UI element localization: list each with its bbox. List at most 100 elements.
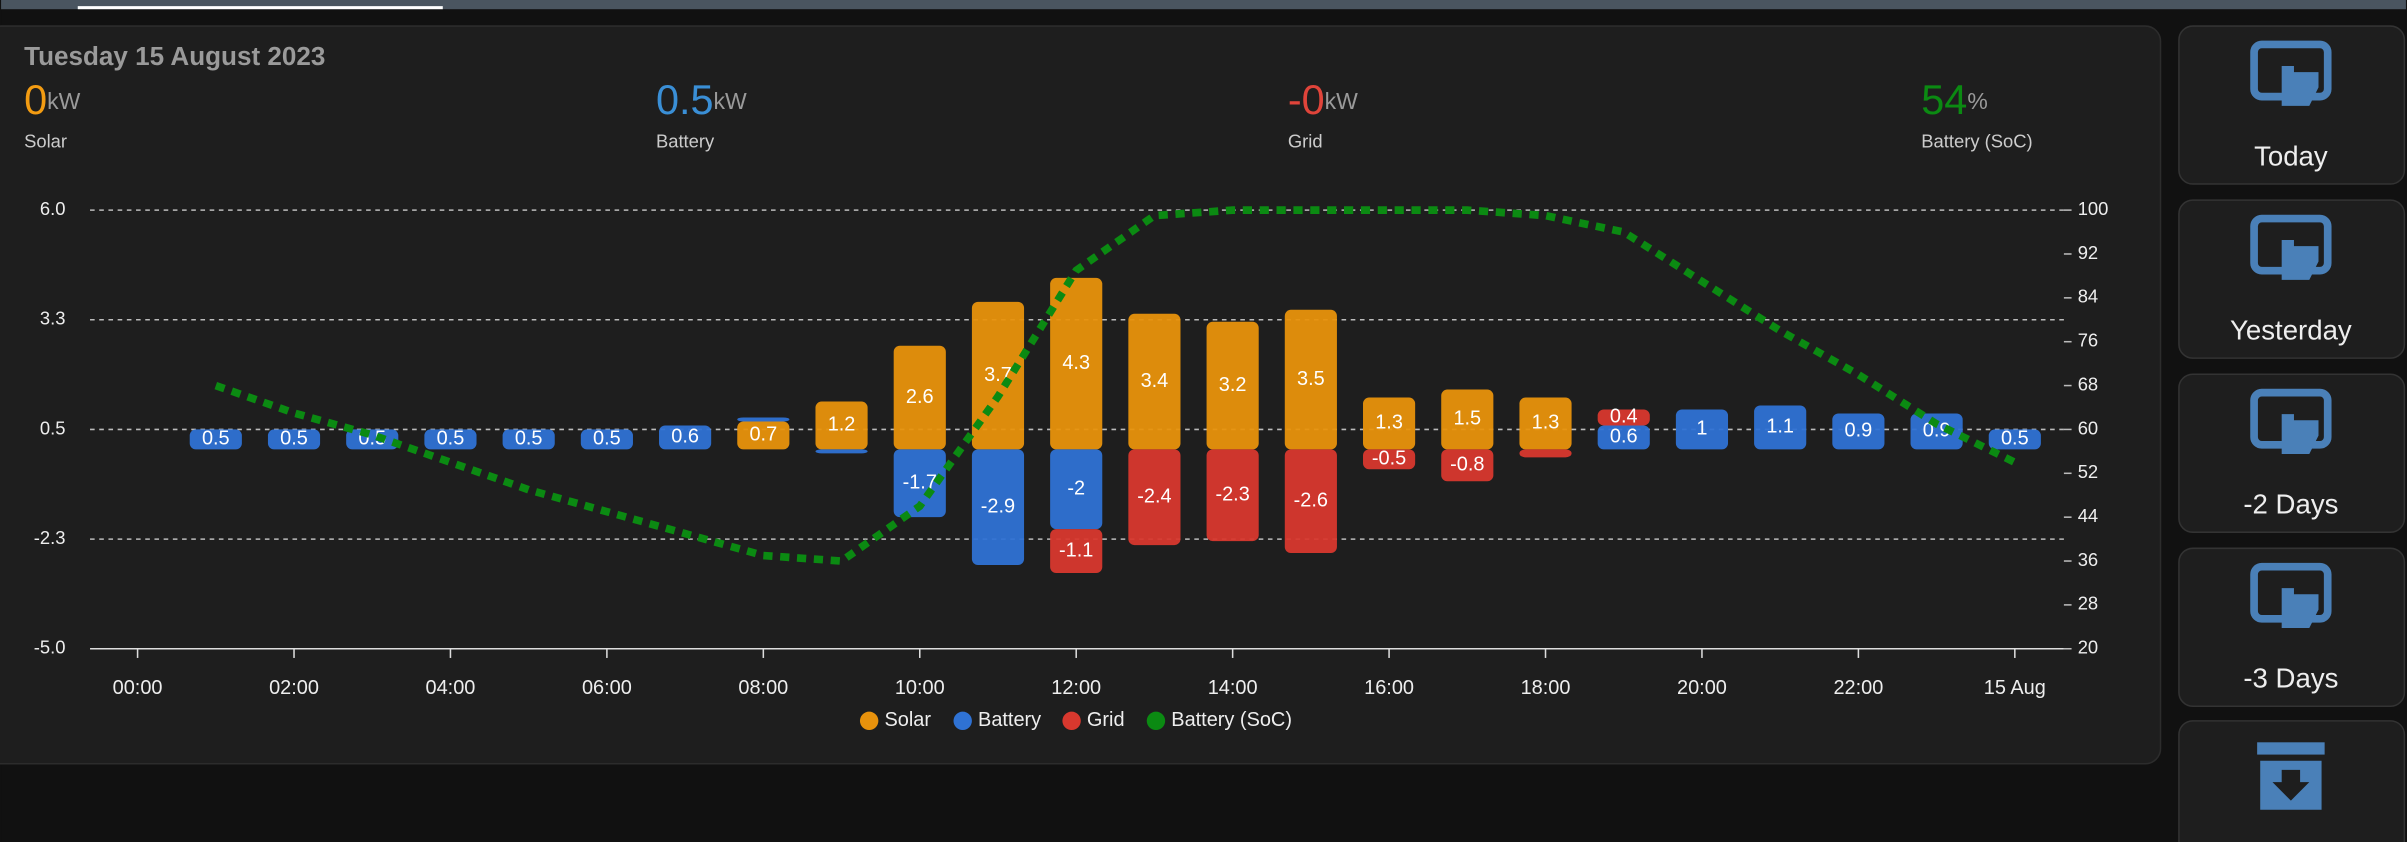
time-button[interactable]: -2 Days — [2178, 373, 2406, 533]
bar — [1050, 277, 1103, 450]
legend-label: Battery (SoC) — [1171, 709, 1292, 731]
x-tick-label: 22:00 — [1833, 677, 1883, 699]
active-tab — [77, 6, 443, 10]
data-label: 0.5 — [515, 428, 543, 450]
bar — [1441, 449, 1494, 482]
bar — [815, 401, 868, 450]
x-tick-label: 20:00 — [1677, 677, 1727, 699]
bar — [1441, 389, 1494, 450]
bar — [1910, 413, 1963, 450]
bar — [1284, 309, 1337, 450]
bar — [893, 449, 946, 518]
bar — [1988, 429, 2041, 450]
data-label: -2 — [1067, 478, 1085, 500]
data-label: 1.3 — [1532, 412, 1560, 434]
x-tick-label: 04:00 — [426, 677, 476, 699]
bar — [1284, 449, 1337, 554]
bar — [424, 429, 477, 450]
bar — [1128, 449, 1181, 546]
archive-button[interactable] — [2178, 720, 2406, 842]
data-label: 0.6 — [671, 426, 699, 448]
x-tick-label: 08:00 — [738, 677, 788, 699]
x-tick-label: 06:00 — [582, 677, 632, 699]
y2-tick-label: 68 — [2078, 373, 2098, 394]
stat-value: -0kW — [1288, 77, 1358, 123]
bar — [502, 429, 555, 450]
bar — [737, 421, 790, 450]
data-label: 1.3 — [1375, 412, 1403, 434]
time-button[interactable]: -3 Days — [2178, 547, 2406, 708]
x-tick-label: 12:00 — [1051, 677, 1101, 699]
stat-label: Battery (SoC) — [1921, 130, 2032, 151]
y2-tick-label: 36 — [2078, 549, 2098, 570]
legend-label: Grid — [1087, 709, 1125, 731]
bar — [1597, 409, 1650, 426]
bar — [1675, 409, 1729, 450]
stat-label: Battery — [656, 130, 715, 151]
bar — [971, 449, 1025, 566]
y-tick-label: -2.3 — [34, 527, 66, 548]
time-button[interactable]: Today — [2178, 25, 2406, 185]
x-tick-label: 15 Aug — [1984, 677, 2046, 699]
data-label: 0.5 — [593, 428, 621, 450]
button-label[interactable]: -2 Days — [2243, 488, 2338, 519]
y2-tick-label: 84 — [2078, 286, 2098, 307]
stat-value: 54% — [1921, 77, 1988, 123]
bar — [1128, 313, 1181, 450]
data-label: 0.4 — [1610, 406, 1638, 428]
data-label: 2.6 — [906, 386, 934, 408]
bar — [267, 429, 321, 450]
stat-label: Solar — [24, 130, 67, 151]
data-label: 0.5 — [2001, 428, 2029, 450]
legend-marker — [859, 711, 879, 731]
stat-unit: kW — [1325, 88, 1359, 114]
top-bar — [1, 0, 2406, 10]
x-tick-label: 16:00 — [1364, 677, 1414, 699]
stat-value: 0.5kW — [656, 77, 747, 123]
button-label[interactable]: -3 Days — [2243, 662, 2338, 693]
stat-label: Grid — [1288, 130, 1323, 151]
data-label: -0.8 — [1450, 454, 1484, 476]
button-label[interactable]: Yesterday — [2230, 314, 2352, 345]
data-label: 3.2 — [1219, 374, 1247, 396]
data-label: 1.1 — [1766, 416, 1794, 438]
bar — [1050, 529, 1103, 573]
button-icon-hand — [2281, 414, 2319, 454]
button-label[interactable]: Today — [2254, 140, 2328, 171]
bar — [189, 429, 242, 450]
button-icon-hand — [2281, 588, 2319, 629]
y2-tick-label: 52 — [2078, 461, 2098, 482]
soc-line — [214, 206, 2017, 565]
data-label: -2.4 — [1137, 485, 1171, 507]
bar — [1597, 425, 1650, 450]
data-label: 0.5 — [202, 428, 230, 450]
data-label: -1.1 — [1059, 539, 1093, 561]
y2-tick-label: 28 — [2078, 593, 2098, 614]
bar — [1206, 321, 1259, 450]
time-button[interactable]: Yesterday — [2178, 199, 2406, 359]
y-tick-label: -5.0 — [34, 637, 66, 658]
bar — [1754, 405, 1807, 450]
bar — [659, 425, 712, 450]
x-tick-label: 00:00 — [113, 677, 163, 699]
y-tick-label: 3.3 — [40, 308, 66, 329]
data-label: 0.9 — [1923, 420, 1951, 442]
y2-tick-label: 44 — [2078, 505, 2098, 526]
stat-number: -0 — [1288, 77, 1325, 123]
legend-marker — [1062, 711, 1081, 731]
bar — [1832, 413, 1885, 450]
data-label: 1.5 — [1453, 408, 1481, 430]
y-tick-label: 6.0 — [40, 198, 66, 219]
button-frame[interactable] — [2178, 720, 2406, 842]
bar — [1206, 449, 1259, 542]
data-label: -0.5 — [1372, 448, 1406, 470]
stat-unit: kW — [714, 88, 748, 114]
bar — [1050, 449, 1103, 530]
legend-marker — [1146, 711, 1166, 731]
data-label: -2.6 — [1294, 489, 1328, 511]
bar — [1363, 397, 1416, 450]
bar — [346, 429, 399, 450]
x-tick-label: 18:00 — [1521, 677, 1571, 699]
stat-number: 0.5 — [656, 77, 714, 123]
